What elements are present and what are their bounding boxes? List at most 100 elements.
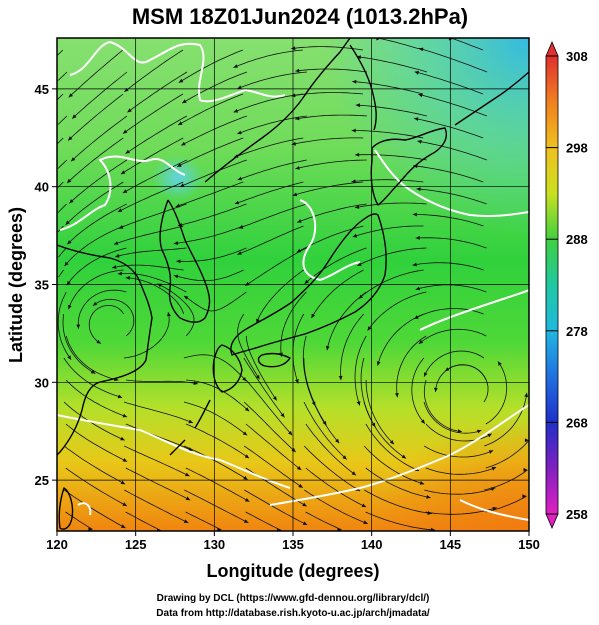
streamline-44	[237, 159, 307, 181]
streamline-165	[364, 489, 432, 514]
streamline-9	[71, 71, 128, 119]
streamline-141	[365, 423, 420, 472]
streamline-arrow-111	[418, 339, 424, 344]
streamline-arrow-115	[280, 413, 285, 418]
y-axis-label: Latitude (degrees)	[6, 207, 26, 363]
streamline-45	[295, 159, 367, 170]
streamline-arrow-2	[124, 87, 129, 92]
streamline-arrow-85	[311, 313, 316, 319]
streamline-21	[291, 92, 364, 97]
streamline-72	[58, 247, 67, 258]
streamline-60	[238, 203, 307, 229]
x-tick-label: 140	[361, 537, 383, 552]
streamline-35	[177, 137, 244, 168]
streamline-62	[354, 202, 427, 209]
streamline-46	[355, 154, 427, 161]
streamline-arrow-88	[67, 355, 72, 360]
streamline-142	[425, 423, 492, 442]
streamline-arrow-54	[351, 179, 356, 184]
lat-lon-grid	[57, 38, 529, 531]
streamline-51	[175, 181, 244, 208]
streamline-arrow-12	[237, 85, 242, 90]
colorbar-tick-label: 288	[566, 232, 588, 247]
streamline-arrow-66	[113, 241, 119, 245]
colorbar-bottom-arrow	[545, 513, 559, 530]
streamline-112	[63, 357, 123, 398]
streamline-172	[305, 511, 342, 531]
streamline-27	[181, 115, 248, 146]
streamline-76	[244, 247, 307, 287]
streamline-arrow-98	[125, 276, 130, 280]
streamline-104	[65, 335, 119, 381]
streamline-arrow-78	[357, 262, 362, 266]
streamline-133	[363, 401, 407, 459]
streamline-arrow-136	[122, 458, 128, 462]
streamline-163	[244, 489, 308, 526]
x-tick-label: 130	[203, 537, 225, 552]
streamline-63	[416, 188, 487, 205]
streamline-152	[65, 467, 128, 507]
x-tick-label: 145	[439, 537, 461, 552]
streamline-arrow-133	[401, 454, 407, 459]
streamline-arrow-139	[296, 466, 302, 470]
streamline-arrow-114	[242, 377, 247, 382]
y-tick-label: 25	[35, 473, 49, 488]
streamline-arrow-112	[117, 394, 123, 399]
streamline-140	[305, 423, 357, 476]
streamline-151	[484, 392, 528, 447]
cold-spot-manchuria	[152, 156, 204, 200]
streamline-115	[243, 357, 285, 418]
streamline-arrow-132	[342, 455, 347, 460]
streamline-29	[295, 114, 367, 120]
streamline-119	[423, 350, 485, 377]
streamline-arrow-30	[355, 103, 360, 108]
streamline-arrow-75	[176, 259, 181, 264]
streamline-arrow-156	[361, 503, 367, 507]
streamline-34	[120, 137, 184, 175]
streamline-arrow-120	[122, 413, 128, 418]
streamline-36	[233, 137, 304, 158]
streamline-arrow-130	[242, 431, 248, 436]
streamline-arrow-151	[524, 392, 529, 398]
streamline-17	[67, 93, 124, 141]
streamline-75	[176, 247, 247, 262]
streamline-arrow-23	[414, 70, 419, 75]
streamline-132	[303, 401, 347, 460]
credit-drawing: Drawing by DCL (https://www.gfd-dennou.o…	[157, 593, 430, 604]
streamline-49	[65, 181, 124, 226]
streamline-arrow-22	[352, 79, 357, 84]
streamline-arrow-143	[497, 361, 502, 366]
streamline-arrow-62	[354, 205, 360, 209]
streamline-2	[124, 49, 184, 93]
streamline-159	[485, 440, 529, 469]
streamline-55	[413, 165, 484, 183]
streamline-arrow-127	[433, 387, 438, 392]
streamline-arrow-160	[120, 524, 126, 528]
streamline-95	[415, 284, 487, 293]
streamline-8	[58, 71, 68, 81]
streamline-20	[233, 93, 304, 113]
streamline-arrow-155	[302, 502, 307, 507]
streamline-arrow-14	[356, 55, 361, 60]
streamline-123	[245, 379, 293, 436]
streamline-79	[415, 237, 487, 249]
colorbar-scale	[545, 55, 559, 515]
streamline-173	[365, 511, 436, 531]
streamline-57	[67, 203, 127, 245]
streamline-40	[57, 159, 68, 169]
streamline-85	[311, 269, 364, 319]
streamline-166	[424, 487, 496, 495]
streamline-arrow-157	[426, 495, 431, 499]
figure-title: MSM 18Z01Jun2024 (1013.2hPa)	[132, 4, 468, 29]
streamline-arrow-3	[178, 78, 184, 83]
streamline-arrow-122	[244, 407, 250, 412]
streamline-arrow-167	[523, 467, 528, 472]
y-tick-label: 30	[35, 375, 49, 390]
y-tick-label: 35	[35, 278, 49, 293]
streamline-138	[185, 423, 250, 459]
streamline-arrow-135	[445, 367, 450, 372]
streamline-91	[183, 291, 247, 312]
streamline-96	[62, 313, 96, 374]
streamline-arrow-10	[127, 108, 132, 113]
coastlines	[57, 38, 529, 530]
